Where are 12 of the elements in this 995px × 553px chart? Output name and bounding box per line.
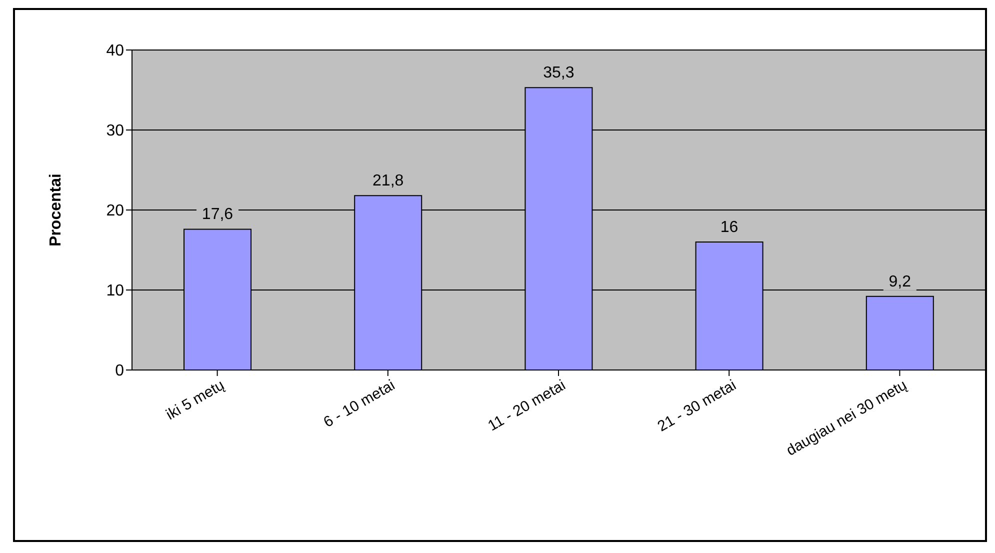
y-tick-label: 20 bbox=[106, 202, 124, 220]
y-tick-label: 0 bbox=[115, 362, 124, 380]
y-tick-label: 30 bbox=[106, 122, 124, 140]
data-label: 16 bbox=[720, 219, 738, 236]
y-tick-label: 40 bbox=[106, 42, 124, 60]
data-label: 35,3 bbox=[543, 64, 574, 82]
data-label: 9,2 bbox=[888, 273, 912, 290]
data-label: 17,6 bbox=[202, 206, 234, 224]
y-tick-label: 10 bbox=[106, 282, 124, 300]
data-label: 21,8 bbox=[372, 172, 404, 190]
x-tick-label: iki 5 metų bbox=[163, 376, 228, 424]
y-axis-title: Procentai bbox=[48, 174, 65, 246]
